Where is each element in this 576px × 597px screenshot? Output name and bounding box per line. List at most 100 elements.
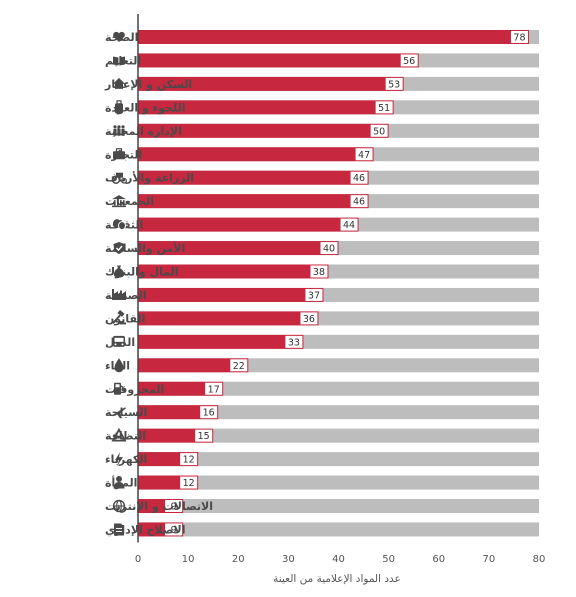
- bar: [138, 194, 369, 209]
- globe-icon: [112, 499, 126, 513]
- bar-track: [138, 405, 539, 420]
- category-label: الكهرباء: [105, 453, 147, 466]
- value-label-bg: [355, 148, 373, 161]
- category-label: السياحة: [105, 406, 147, 419]
- category-label: الاصلاح الإداري: [105, 523, 186, 536]
- value-label-bg: [370, 124, 388, 137]
- value-label: 16: [203, 408, 215, 419]
- x-tick-label: 40: [332, 554, 345, 565]
- value-label-bg: [180, 476, 198, 489]
- shield-icon: [113, 242, 125, 255]
- category-label: الزراعة والأرياف: [105, 171, 194, 185]
- category-label: النظافة: [105, 430, 146, 443]
- value-label: 51: [378, 103, 390, 114]
- value-label: 38: [313, 267, 325, 278]
- bar: [138, 147, 374, 162]
- value-label: 33: [288, 337, 300, 348]
- bar-track: [138, 381, 539, 396]
- bar: [138, 123, 389, 138]
- bar: [138, 170, 369, 185]
- house-icon: [113, 77, 125, 89]
- category-label: اللجوء و العودة: [105, 101, 185, 114]
- bar-series: [138, 30, 529, 537]
- bar: [138, 287, 324, 302]
- people-icon: [113, 125, 125, 136]
- value-label-bg: [350, 171, 368, 184]
- category-label: الأمن والسلامة: [105, 241, 185, 255]
- x-tick-label: 30: [282, 554, 295, 565]
- bar: [138, 241, 339, 256]
- recycle-icon: [111, 427, 127, 442]
- value-label: 40: [323, 244, 335, 255]
- water-drop-icon: [114, 358, 124, 373]
- bar-track: [138, 475, 539, 490]
- value-label-bg: [340, 218, 358, 231]
- value-label-bg: [230, 359, 248, 372]
- bar: [138, 428, 214, 443]
- value-label: 78: [513, 33, 525, 44]
- x-axis-title: عدد المواد الإعلامية من العينة: [273, 573, 401, 585]
- value-label: 47: [358, 150, 370, 161]
- value-label: 17: [208, 384, 220, 395]
- x-tick-label: 70: [483, 554, 496, 565]
- value-label-bg: [165, 523, 183, 536]
- money-bag-icon: [113, 265, 125, 278]
- value-label-bg: [375, 101, 393, 114]
- category-label: الاتصالات و الإنترنت: [105, 500, 213, 513]
- value-label: 22: [233, 361, 245, 372]
- bar: [138, 358, 249, 373]
- x-tick-label: 0: [135, 554, 141, 565]
- bar-track: [138, 452, 539, 467]
- value-label-bg: [320, 242, 338, 255]
- value-label-bg: [285, 335, 303, 348]
- value-label-bg: [305, 288, 323, 301]
- value-label-bg: [205, 382, 223, 395]
- value-label-bg: [385, 77, 403, 90]
- x-tick-label: 50: [382, 554, 395, 565]
- bar: [138, 334, 304, 349]
- building-icon: [112, 195, 126, 208]
- category-label: المحروقات: [105, 383, 164, 396]
- value-label: 36: [303, 314, 315, 325]
- airplane-icon: [112, 407, 126, 419]
- bar: [138, 405, 219, 420]
- value-label-bg: [510, 31, 528, 43]
- bar: [138, 53, 419, 68]
- x-tick-label: 80: [533, 554, 546, 565]
- x-tick-label: 60: [432, 554, 445, 565]
- gavel-icon: [112, 309, 126, 325]
- bar: [138, 311, 319, 326]
- value-label: 46: [353, 197, 365, 208]
- value-label: 53: [388, 79, 400, 90]
- bar: [138, 76, 404, 91]
- briefcase-icon: [113, 148, 125, 160]
- woman-icon: [113, 476, 125, 489]
- bar: [138, 30, 529, 44]
- value-label: 12: [183, 455, 195, 466]
- value-label: 9: [171, 525, 177, 536]
- fuel-pump-icon: [114, 382, 125, 395]
- value-label: 15: [198, 431, 210, 442]
- bus-icon: [113, 335, 125, 347]
- heart-icon: [113, 31, 125, 42]
- value-label: 50: [373, 126, 385, 137]
- x-tick-label: 20: [232, 554, 245, 565]
- value-label: 56: [403, 56, 415, 67]
- value-label-bg: [350, 195, 368, 208]
- x-axis-ticks: 0 10 20 30 40 50 60 70 80: [135, 554, 546, 565]
- tractor-icon: [111, 172, 127, 184]
- theater-masks-icon: [113, 219, 126, 231]
- value-label: 46: [353, 173, 365, 184]
- value-label: 9: [171, 502, 177, 513]
- value-label-bg: [180, 453, 198, 466]
- category-label: السكن و الإعمار: [104, 78, 192, 91]
- bar: [138, 264, 329, 279]
- factory-icon: [112, 288, 126, 300]
- value-label-bg: [200, 406, 218, 419]
- category-icons: [111, 31, 127, 536]
- document-icon: [114, 523, 124, 536]
- bar: [138, 217, 359, 232]
- value-label-bg: [310, 265, 328, 278]
- book-icon: [113, 56, 125, 66]
